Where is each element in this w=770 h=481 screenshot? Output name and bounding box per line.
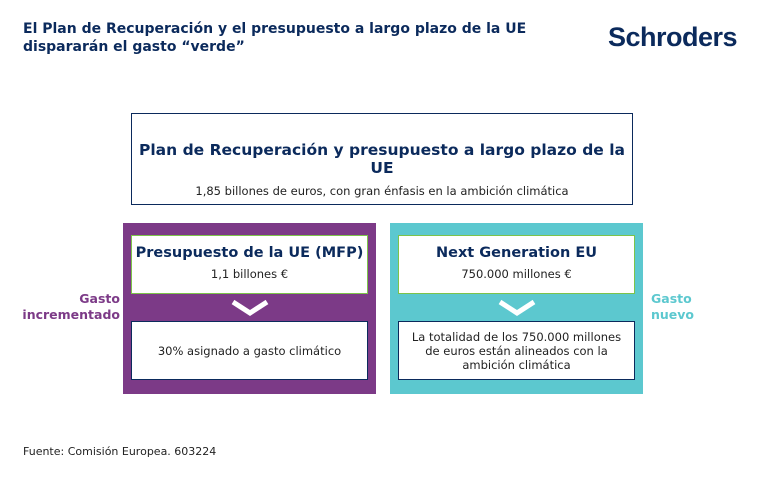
chevron-down-icon <box>498 299 536 316</box>
ngeu-box: Next Generation EU 750.000 millones € <box>398 235 635 294</box>
ngeu-amount: 750.000 millones € <box>461 267 572 281</box>
side-label-new: Gasto nuevo <box>651 291 695 322</box>
source-note: Fuente: Comisión Europea. 603224 <box>23 445 217 458</box>
mfp-detail: 30% asignado a gasto climático <box>131 321 368 380</box>
mfp-title: Presupuesto de la UE (MFP) <box>135 245 364 261</box>
ngeu-title: Next Generation EU <box>435 245 598 261</box>
schroders-logo: Schroders <box>608 22 738 52</box>
mfp-box: Presupuesto de la UE (MFP) 1,1 billones … <box>131 235 368 294</box>
recovery-plan-title: Plan de Recuperación y presupuesto a lar… <box>139 141 625 177</box>
ngeu-detail: La totalidad de los 750.000 millones de … <box>398 321 635 380</box>
ngeu-panel: Next Generation EU 750.000 millones € La… <box>390 223 643 394</box>
chevron-down-icon <box>231 299 269 316</box>
recovery-plan-subtitle: 1,85 billones de euros, con gran énfasis… <box>195 184 569 198</box>
side-label-increased: Gasto incrementado <box>22 291 120 322</box>
mfp-amount: 1,1 billones € <box>210 267 289 281</box>
page-title: El Plan de Recuperación y el presupuesto… <box>23 21 527 55</box>
recovery-plan-box: Plan de Recuperación y presupuesto a lar… <box>131 113 633 205</box>
mfp-panel: Presupuesto de la UE (MFP) 1,1 billones … <box>123 223 376 394</box>
